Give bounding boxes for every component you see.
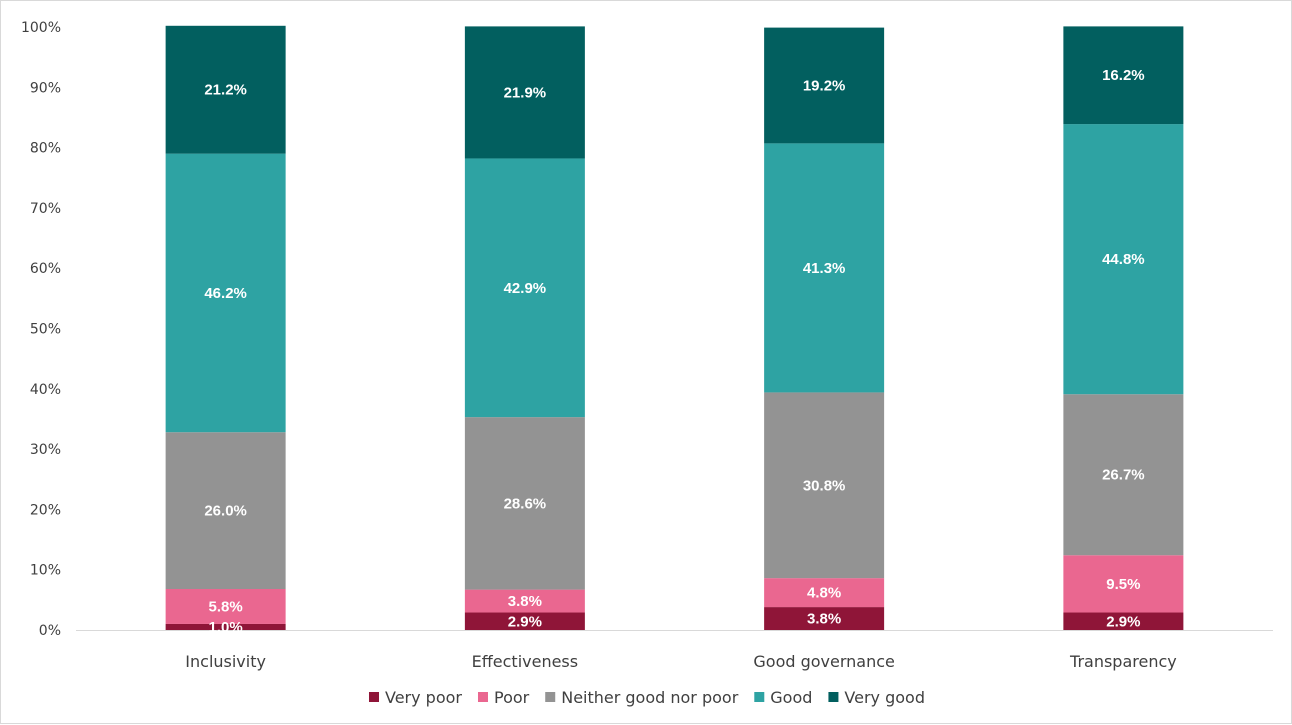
bar-segment-neither-good-nor-poor xyxy=(764,392,885,579)
bar-segment-neither-good-nor-poor xyxy=(1063,394,1184,556)
data-label: 46.2% xyxy=(204,285,247,302)
bar-segment-good xyxy=(1063,124,1184,395)
data-label: 3.8% xyxy=(508,593,542,610)
bar-segment-very-good xyxy=(764,27,885,144)
bar-segment-poor xyxy=(764,578,885,608)
data-label: 1.0% xyxy=(209,619,243,636)
y-tick-label: 40% xyxy=(30,382,61,398)
data-label: 30.8% xyxy=(803,477,846,494)
legend-swatch xyxy=(754,692,765,702)
legend-label: Poor xyxy=(494,688,530,707)
legend-label: Neither good nor poor xyxy=(561,688,738,707)
data-label: 3.8% xyxy=(807,611,841,628)
legend-label: Good xyxy=(770,688,812,707)
legend-swatch xyxy=(368,692,379,702)
legend-label: Very good xyxy=(844,688,925,707)
legend: Very poor Poor Neither good nor poor Good Ve… xyxy=(368,688,925,707)
data-label: 41.3% xyxy=(803,260,846,277)
bar-segment-poor xyxy=(1063,555,1184,613)
bar-segment-good xyxy=(764,143,885,393)
bars-layer xyxy=(165,25,1184,630)
data-label: 44.8% xyxy=(1102,251,1145,268)
data-label: 16.2% xyxy=(1102,67,1145,84)
bar-segment-very-poor xyxy=(1063,612,1184,630)
bar-segment-good xyxy=(464,158,585,418)
x-category-label: Inclusivity xyxy=(185,652,266,671)
data-label: 2.9% xyxy=(1106,613,1140,630)
bar-segment-poor xyxy=(464,589,585,613)
y-tick-label: 90% xyxy=(30,80,61,96)
data-label: 9.5% xyxy=(1106,576,1140,593)
bar-segment-very-poor xyxy=(764,607,885,630)
bar-segment-very-good xyxy=(464,26,585,159)
bar-segment-neither-good-nor-poor xyxy=(165,432,286,589)
legend-label: Very poor xyxy=(385,688,462,707)
y-tick-label: 60% xyxy=(30,261,61,277)
data-label: 26.0% xyxy=(204,503,247,520)
y-tick-label: 80% xyxy=(30,141,61,157)
bar-segment-very-poor xyxy=(464,612,585,630)
data-label: 26.7% xyxy=(1102,467,1145,484)
data-label: 5.8% xyxy=(209,598,243,615)
y-tick-label: 20% xyxy=(30,502,61,518)
axis-layer: 0% 10% 20% 30% 40% 50% 60% 70% 80% 90% 100% Inclusi… xyxy=(21,20,1273,671)
bar-segment-very-good xyxy=(165,25,286,154)
data-label: 42.9% xyxy=(504,280,547,297)
data-label: 19.2% xyxy=(803,77,846,94)
y-tick-label: 100% xyxy=(21,20,61,36)
bar-segment-good xyxy=(165,153,286,433)
x-category-label: Good governance xyxy=(753,652,895,671)
data-label: 2.9% xyxy=(508,613,542,630)
y-tick-label: 0% xyxy=(39,623,61,639)
data-label: 21.9% xyxy=(504,84,547,101)
legend-swatch xyxy=(477,692,488,702)
y-tick-label: 30% xyxy=(30,442,61,458)
data-label: 4.8% xyxy=(807,585,841,602)
y-tick-label: 50% xyxy=(30,322,61,338)
data-label: 28.6% xyxy=(504,495,547,512)
bar-segment-poor xyxy=(165,588,286,624)
x-category-label: Transparency xyxy=(1069,652,1177,671)
y-tick-label: 10% xyxy=(30,563,61,579)
bar-segment-very-poor xyxy=(165,623,286,630)
legend-swatch xyxy=(828,692,839,702)
x-category-label: Effectiveness xyxy=(472,652,578,671)
data-labels-layer: 1.0% 5.8% 26.0% 46.2% 21.2% 2.9% 3.8% 28.6% 42.9… xyxy=(204,67,1144,636)
data-label: 21.2% xyxy=(204,82,247,99)
y-tick-label: 70% xyxy=(30,201,61,217)
legend-swatch xyxy=(545,692,556,702)
bar-segment-very-good xyxy=(1063,26,1184,125)
bar-segment-neither-good-nor-poor xyxy=(464,417,585,590)
